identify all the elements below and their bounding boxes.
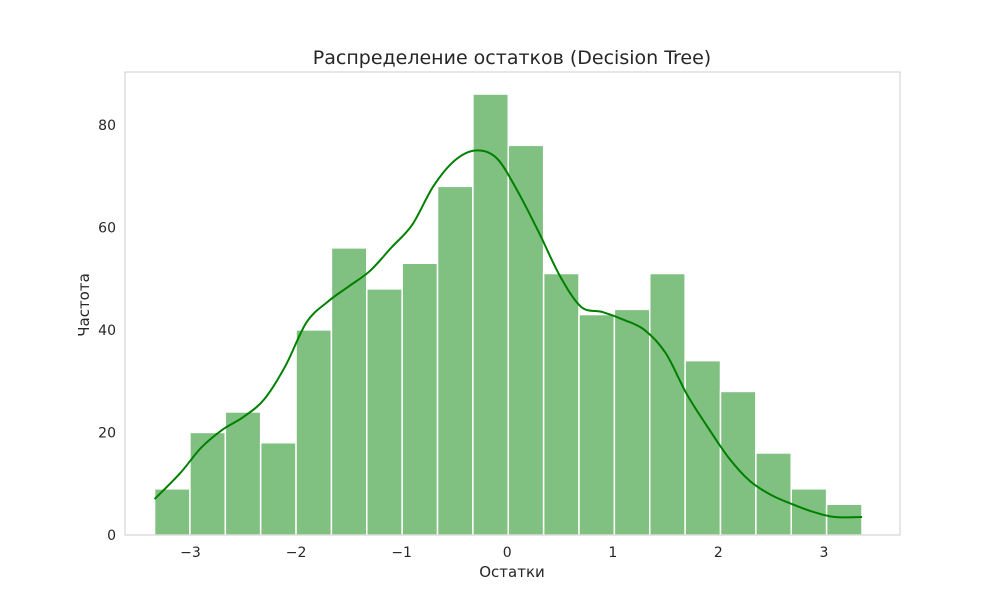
x-tick-label: 2: [714, 545, 723, 561]
x-axis-label: Остатки: [479, 563, 545, 581]
histogram-bar: [542, 272, 580, 536]
kde-line: [153, 149, 862, 519]
histogram-bar: [790, 488, 828, 536]
histogram-bar: [189, 431, 227, 536]
y-tick-label: 40: [98, 323, 116, 339]
bars-layer: [153, 93, 863, 536]
y-tick-label: 0: [107, 528, 116, 544]
y-ticks: 0 20 40 60 80: [98, 118, 116, 544]
x-tick-label: 0: [503, 545, 512, 561]
y-axis-label: Частота: [75, 273, 93, 337]
x-tick-label: −2: [286, 545, 307, 561]
histogram-bar: [153, 488, 191, 536]
histogram-bar: [259, 441, 297, 536]
chart-title: Распределение остатков (Decision Tree): [313, 47, 711, 69]
histogram-bar: [507, 144, 545, 536]
histogram-bar: [825, 503, 863, 536]
histogram-bar: [436, 185, 474, 536]
histogram-bar: [330, 247, 368, 536]
x-tick-label: 1: [608, 545, 617, 561]
histogram-bar: [755, 452, 792, 536]
kde-layer: [153, 149, 862, 519]
histogram-bar: [649, 272, 686, 536]
histogram-bar: [613, 308, 651, 536]
x-tick-label: −3: [180, 545, 201, 561]
plot-frame: [124, 71, 901, 536]
histogram-bar: [719, 390, 757, 536]
y-tick-label: 80: [98, 118, 116, 134]
histogram-bar: [578, 313, 616, 536]
histogram-bar: [401, 262, 439, 536]
histogram-bar: [295, 329, 333, 536]
histogram-bar: [472, 93, 510, 536]
y-tick-label: 60: [98, 220, 116, 236]
x-tick-label: 3: [820, 545, 829, 561]
x-tick-label: −1: [391, 545, 412, 561]
x-ticks: −3 −2 −1 0 1 2 3: [180, 545, 828, 561]
histogram-bar: [224, 411, 262, 536]
histogram-bar: [684, 359, 722, 536]
y-tick-label: 20: [98, 425, 116, 441]
histogram-bar: [366, 288, 403, 536]
